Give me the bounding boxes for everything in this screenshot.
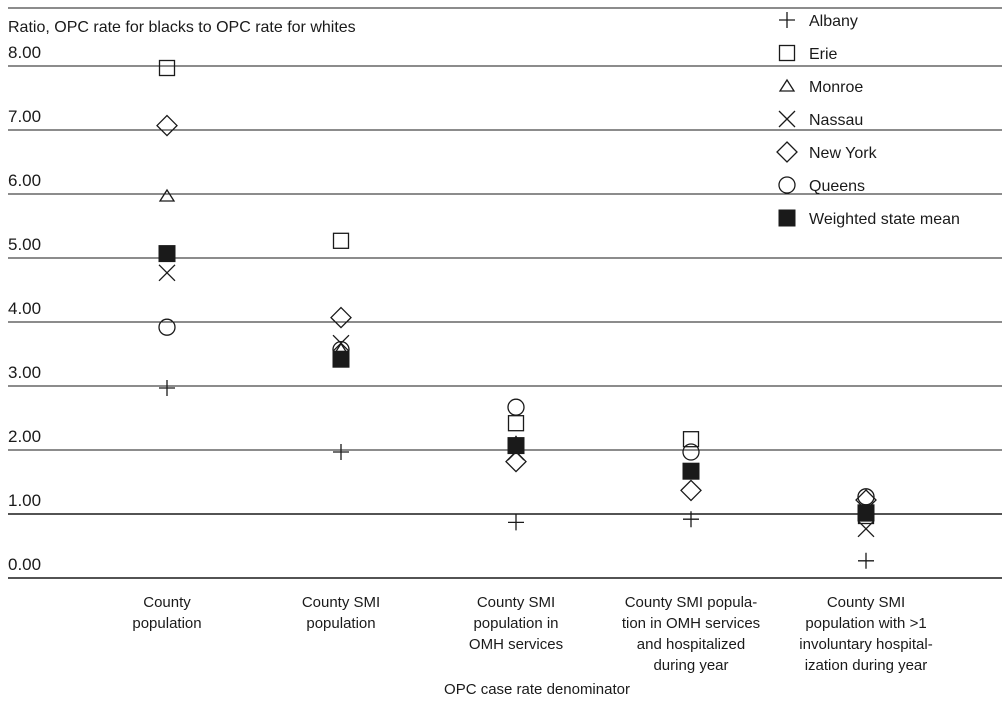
legend-label: New York — [809, 145, 878, 162]
point-weighted-state-mean — [507, 437, 525, 455]
y-tick-label: 8.00 — [8, 43, 41, 62]
point-albany — [683, 511, 699, 528]
point-albany — [508, 514, 524, 531]
point-nassau — [158, 264, 176, 282]
legend-label: Weighted state mean — [809, 211, 960, 228]
x-category-line: County SMI — [302, 594, 380, 611]
data-points — [156, 59, 877, 569]
y-tick-label: 2.00 — [8, 427, 41, 446]
y-tick-label: 3.00 — [8, 363, 41, 382]
legend-marker — [778, 110, 796, 128]
x-category-line: population in — [473, 615, 558, 632]
legend-marker — [779, 12, 795, 28]
x-category-line: involuntary hospital- — [799, 636, 932, 653]
point-new-york — [680, 479, 702, 502]
point-queens — [857, 488, 875, 506]
point-erie — [332, 232, 350, 249]
point-weighted-state-mean — [682, 462, 700, 480]
x-category-label: County SMI population in OMH services — [469, 594, 563, 653]
x-category-label: County population — [132, 594, 201, 632]
x-category-line: OMH services — [469, 636, 563, 653]
x-category-line: population with >1 — [805, 615, 926, 632]
y-tick-label: 1.00 — [8, 491, 41, 510]
legend-marker — [778, 176, 796, 194]
legend-label: Erie — [809, 46, 838, 63]
point-queens — [158, 318, 176, 336]
legend: Albany Erie Monroe Nassau New York Queens Weig… — [776, 12, 960, 228]
x-category-line: population — [132, 615, 201, 632]
x-category-line: during year — [653, 657, 728, 674]
x-category-label: County SMI population — [302, 594, 380, 632]
legend-marker — [778, 78, 796, 92]
y-tick-label: 7.00 — [8, 107, 41, 126]
legend-marker — [776, 141, 798, 163]
x-category-line: County SMI — [827, 594, 905, 611]
point-queens — [682, 443, 700, 461]
point-queens — [507, 398, 525, 416]
y-tick-label: 6.00 — [8, 171, 41, 190]
x-category-line: County SMI — [477, 594, 555, 611]
x-category-line: County SMI popula- — [625, 594, 758, 611]
x-category-line: County — [143, 594, 191, 611]
point-erie — [682, 431, 700, 448]
x-category-label: County SMI popula-tion in OMH services an… — [622, 594, 760, 674]
x-category-line: ization during year — [805, 657, 928, 674]
legend-label: Albany — [809, 13, 858, 30]
point-albany — [858, 552, 874, 569]
point-weighted-state-mean — [158, 245, 176, 263]
point-new-york — [505, 450, 527, 473]
point-nassau — [857, 520, 875, 538]
point-albany — [159, 380, 175, 396]
point-new-york — [156, 114, 178, 137]
point-erie — [158, 59, 176, 77]
legend-label: Queens — [809, 178, 865, 195]
legend-marker — [778, 44, 796, 62]
point-albany — [333, 444, 349, 460]
legend-marker — [778, 209, 796, 227]
point-weighted-state-mean — [857, 504, 875, 522]
y-tick-label: 0.00 — [8, 555, 41, 574]
x-category-line: tion in OMH services — [622, 615, 760, 632]
x-category-line: and hospitalized — [637, 636, 745, 653]
y-tick-label: 5.00 — [8, 235, 41, 254]
y-axis-title: Ratio, OPC rate for blacks to OPC rate f… — [8, 19, 356, 36]
legend-label: Monroe — [809, 79, 863, 96]
x-axis-title: OPC case rate denominator — [444, 681, 630, 698]
y-tick-label: 4.00 — [8, 299, 41, 318]
point-monroe — [158, 188, 176, 202]
point-weighted-state-mean — [332, 350, 350, 368]
x-category-label: County SMI population with >1 involuntary … — [799, 594, 932, 674]
legend-label: Nassau — [809, 112, 863, 129]
point-erie — [507, 415, 525, 432]
x-category-line: population — [306, 615, 375, 632]
point-nassau — [332, 334, 350, 352]
y-axis-ticks: 0.00 1.00 2.00 3.00 4.00 5.00 6.00 7.00 8.00 — [8, 43, 41, 574]
point-new-york — [330, 306, 352, 329]
